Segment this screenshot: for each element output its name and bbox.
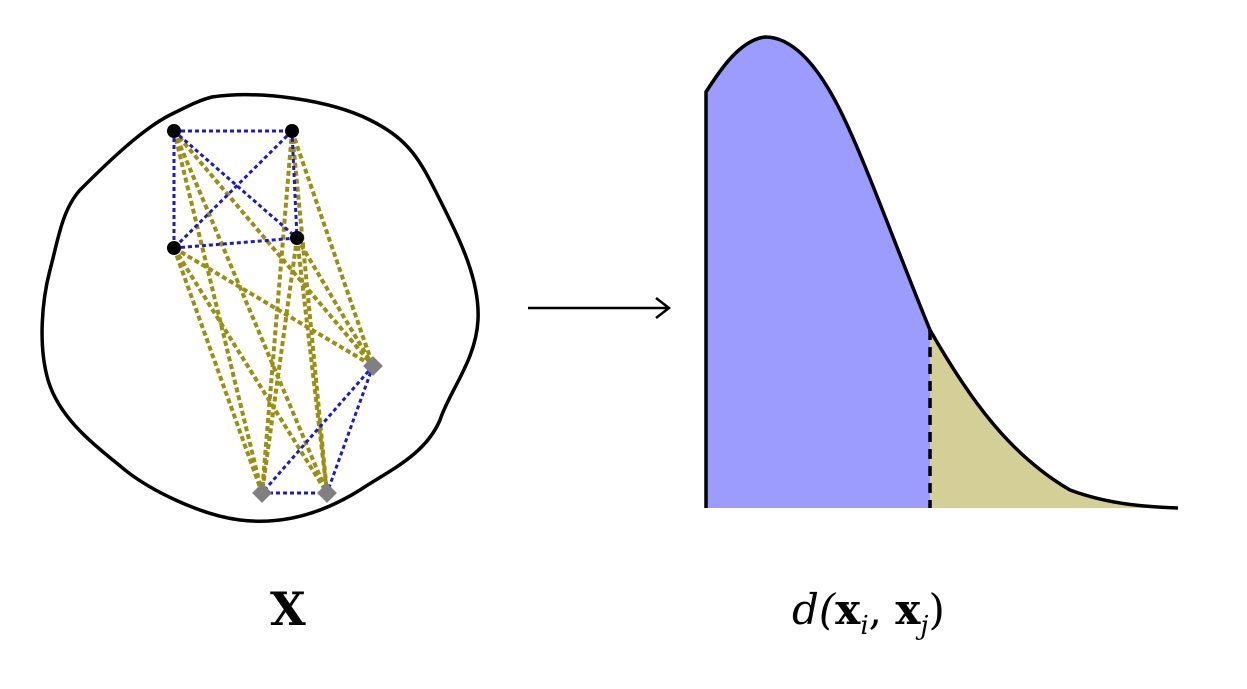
between-edge: [172, 130, 329, 494]
circle-node: [285, 124, 299, 138]
between-edge: [290, 130, 375, 367]
right-arrow: [528, 297, 672, 319]
distance-label: d(xi, xj): [792, 585, 945, 641]
space-outline: [40, 93, 480, 523]
within-edge: [172, 129, 294, 250]
nodes: [167, 124, 383, 503]
within-edge: [325, 365, 375, 494]
between-edge: [172, 246, 329, 495]
diamond-node: [252, 483, 272, 503]
between-edge: [260, 130, 294, 494]
diamond-node: [363, 356, 383, 376]
between-cluster-edges: [172, 129, 375, 495]
within-edge: [173, 129, 298, 240]
distance-distribution: [704, 35, 1179, 510]
between-edge: [172, 247, 264, 494]
right-region: [930, 330, 1178, 508]
space-label: X: [270, 582, 306, 636]
between-edge: [172, 129, 375, 368]
between-edge: [172, 246, 375, 368]
density-curve: [704, 35, 1179, 510]
within-edge: [290, 130, 299, 239]
within-edge: [260, 365, 375, 494]
circle-node: [167, 124, 181, 138]
circle-node: [290, 231, 304, 245]
between-edge: [295, 236, 375, 368]
within-cluster-edges: [172, 129, 375, 495]
left-region: [706, 37, 930, 508]
circle-node: [167, 241, 181, 255]
between-edge: [260, 237, 299, 494]
diamond-node: [317, 483, 337, 503]
within-edge: [173, 236, 298, 250]
between-edge: [290, 130, 329, 494]
between-edge: [172, 130, 264, 494]
between-edge: [295, 237, 329, 494]
